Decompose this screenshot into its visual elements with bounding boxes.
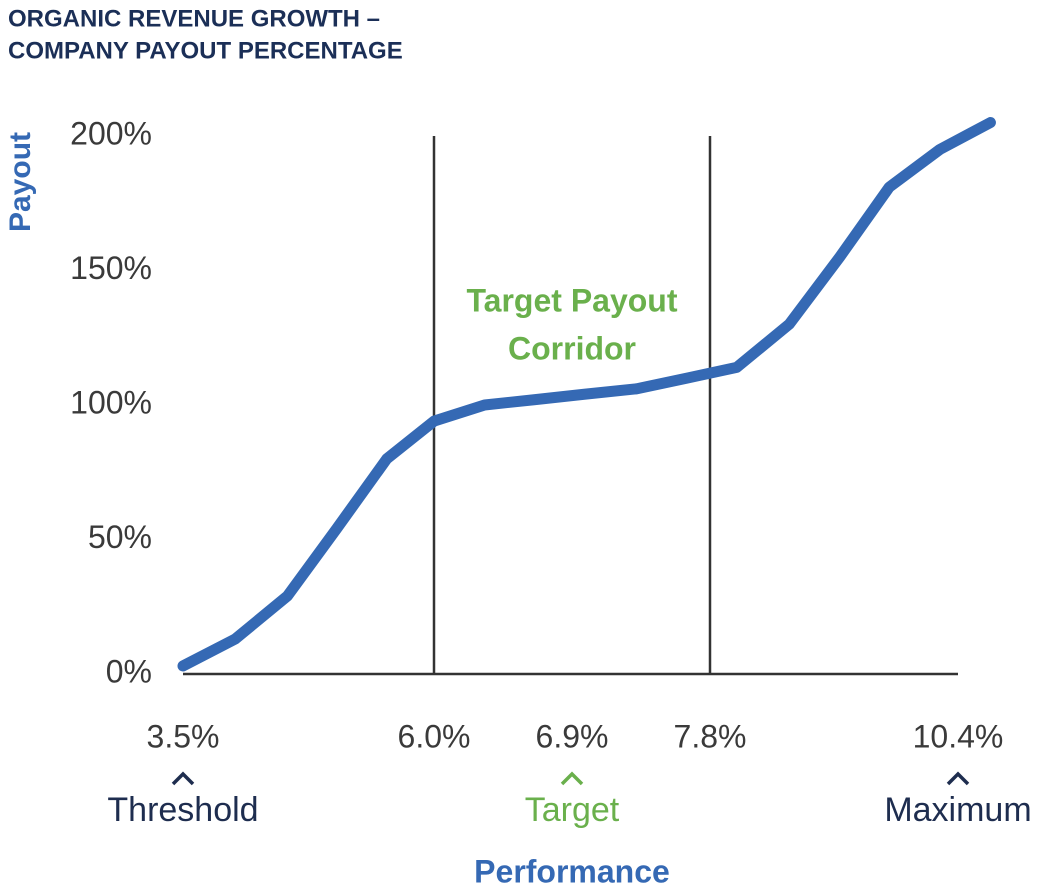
chart-title: COMPANY PAYOUT PERCENTAGE [8, 37, 403, 64]
caret [171, 771, 195, 786]
annotation: Target Payout [467, 282, 678, 318]
x-axis-title: Performance [474, 853, 670, 889]
x-tick-label: 6.0% [398, 718, 471, 754]
milestone-label: Threshold [107, 791, 258, 829]
caret [560, 771, 584, 786]
x-tick-label: 10.4% [913, 718, 1004, 754]
chart-title: ORGANIC REVENUE GROWTH – [8, 5, 380, 32]
x-tick-label: 3.5% [147, 718, 220, 754]
y-axis-title: Payout [4, 132, 37, 232]
y-tick-label: 200% [70, 115, 152, 151]
series-line [177, 117, 996, 672]
x-tick-label: 6.9% [536, 718, 609, 754]
y-tick-label: 150% [70, 250, 152, 286]
x-tick-label: 7.8% [674, 718, 747, 754]
annotation: Corridor [508, 330, 636, 366]
y-tick-label: 0% [106, 653, 152, 689]
y-tick-label: 50% [88, 519, 152, 555]
caret [946, 771, 970, 786]
milestone-label: Maximum [884, 791, 1031, 829]
milestone-label: Target [525, 791, 620, 829]
y-tick-label: 100% [70, 384, 152, 420]
